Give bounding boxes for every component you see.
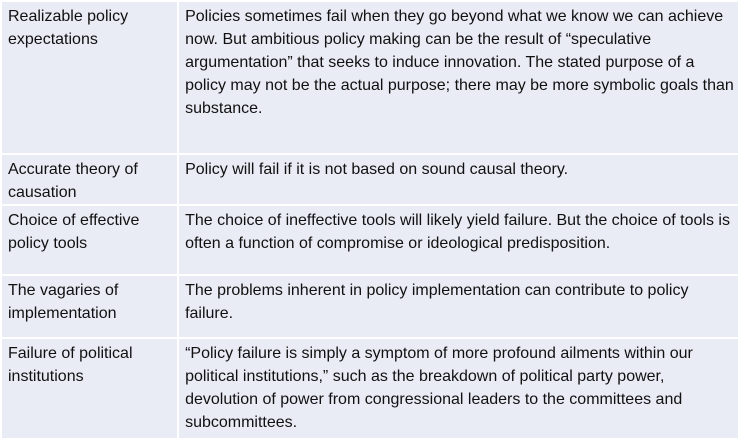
table-row: Realizable policy expectations Policies …: [0, 0, 740, 155]
row-description: The problems inherent in policy implemen…: [177, 274, 740, 339]
row-description: The choice of ineffective tools will lik…: [177, 204, 740, 276]
table-row: Choice of effective policy tools The cho…: [0, 204, 740, 276]
row-description: Policy will fail if it is not based on s…: [177, 153, 740, 206]
row-term: The vagaries of implementation: [0, 274, 180, 339]
row-description: “Policy failure is simply a symptom of m…: [177, 337, 740, 440]
row-term: Accurate theory of causation: [0, 153, 180, 206]
table-row: Failure of political institutions “Polic…: [0, 337, 740, 440]
table-row: The vagaries of implementation The probl…: [0, 274, 740, 339]
table-row: Accurate theory of causation Policy will…: [0, 153, 740, 206]
row-term: Failure of political institutions: [0, 337, 180, 440]
row-term: Choice of effective policy tools: [0, 204, 180, 276]
row-term: Realizable policy expectations: [0, 0, 180, 155]
row-description: Policies sometimes fail when they go bey…: [177, 0, 740, 155]
